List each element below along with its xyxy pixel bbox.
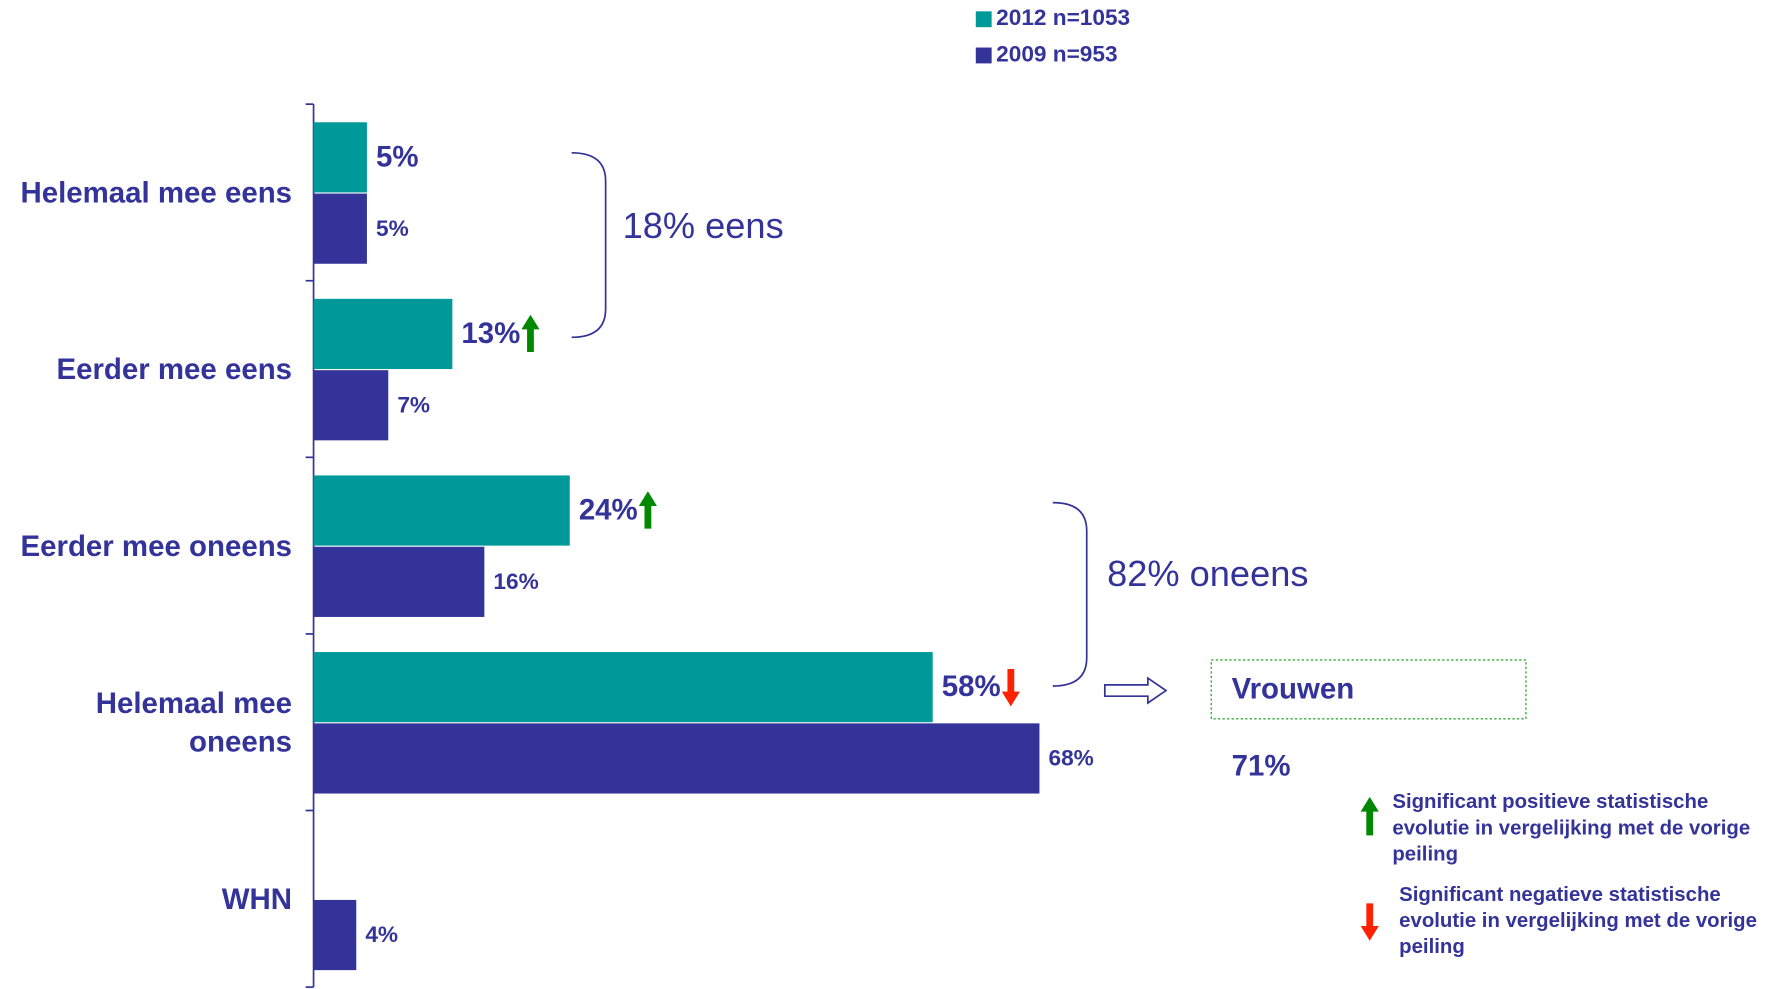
bar — [313, 298, 453, 370]
legend-note: Significant negatieve statistische evolu… — [1399, 882, 1757, 958]
subgroup-label: Vrouwen — [1232, 672, 1355, 705]
significance-arrow — [521, 314, 540, 353]
value-label: 13% — [461, 317, 520, 350]
value-label: 7% — [397, 392, 430, 417]
bar — [313, 546, 485, 617]
value-label: 58% — [942, 670, 1001, 703]
bar — [313, 122, 367, 193]
bar — [313, 652, 933, 723]
significance-arrow — [1001, 669, 1020, 707]
value-label: 5% — [376, 140, 419, 173]
legend-swatch — [975, 11, 992, 28]
bar — [313, 193, 367, 264]
category-label: Eerder mee eens — [56, 352, 293, 387]
down-arrow-icon — [1360, 903, 1379, 941]
legend-swatch — [975, 47, 992, 64]
value-label: 4% — [365, 922, 398, 947]
category-label: Helemaal mee oneens — [95, 685, 293, 759]
category-label: Eerder mee oneens — [20, 528, 293, 563]
subgroup-value: 71% — [1232, 749, 1291, 782]
value-label: 68% — [1049, 746, 1094, 771]
up-arrow-icon — [1360, 796, 1379, 836]
legend-label: 2012 n=1053 — [996, 5, 1130, 30]
bar — [313, 899, 357, 971]
bar — [313, 723, 1040, 794]
annotation: 82% oneens — [1107, 553, 1308, 594]
category-label: Helemaal mee eens — [20, 175, 293, 210]
legend-label: 2009 n=953 — [996, 41, 1117, 66]
bar — [313, 370, 389, 441]
value-label: 16% — [493, 569, 538, 594]
hollow-arrow — [1103, 676, 1168, 705]
bar — [313, 475, 570, 546]
category-label: WHN — [221, 881, 293, 916]
value-label: 5% — [376, 216, 409, 241]
annotation: 18% eens — [623, 205, 784, 246]
significance-arrow — [638, 491, 657, 529]
bracket — [1052, 501, 1088, 687]
legend-note: Significant positieve statistische evolu… — [1392, 790, 1751, 865]
bracket — [571, 151, 607, 339]
value-label: 24% — [579, 493, 638, 526]
subgroup-box — [1210, 659, 1527, 720]
